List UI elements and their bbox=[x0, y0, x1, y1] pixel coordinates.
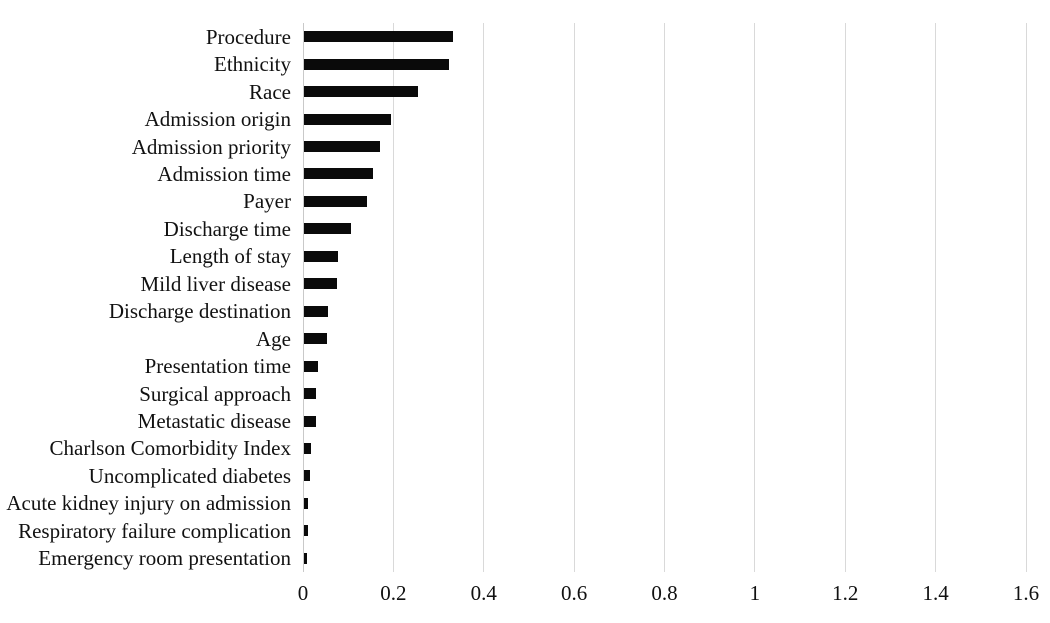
category-label: Payer bbox=[243, 189, 291, 214]
category-label: Length of stay bbox=[169, 244, 291, 269]
bar bbox=[304, 525, 308, 537]
bar bbox=[304, 31, 454, 43]
x-tick-label: 1.6 bbox=[1012, 581, 1040, 605]
category-axis-labels: Procedure Ethnicity Race Admission origin Ad… bbox=[0, 23, 291, 572]
category-label: Charlson Comorbidity Index bbox=[49, 436, 291, 461]
gridline bbox=[935, 23, 937, 572]
bar bbox=[304, 415, 316, 427]
plot-area bbox=[302, 23, 1027, 572]
x-tick-label: 0.4 bbox=[470, 581, 497, 605]
value-axis-line bbox=[302, 23, 304, 572]
bar bbox=[304, 86, 419, 98]
category-label: Admission time bbox=[157, 161, 291, 186]
gridline bbox=[1025, 23, 1027, 572]
category-label: Procedure bbox=[205, 24, 291, 49]
category-label: Uncomplicated diabetes bbox=[88, 463, 291, 488]
category-label: Admission priority bbox=[131, 134, 291, 159]
bar bbox=[304, 113, 392, 125]
x-tick-label: 0.2 bbox=[380, 581, 407, 605]
bar bbox=[304, 168, 373, 180]
bar bbox=[304, 195, 368, 207]
bar bbox=[304, 552, 307, 564]
category-label: Discharge destination bbox=[108, 299, 291, 324]
bar bbox=[304, 141, 380, 153]
x-tick-label: 0.8 bbox=[651, 581, 678, 605]
gridline bbox=[392, 23, 394, 572]
x-tick-label: 0 bbox=[297, 581, 309, 605]
bar bbox=[304, 470, 310, 482]
bar bbox=[304, 333, 328, 345]
gridline bbox=[664, 23, 665, 572]
category-label: Race bbox=[249, 79, 291, 104]
gridline bbox=[844, 23, 846, 572]
category-label: Ethnicity bbox=[214, 52, 291, 77]
x-axis-tick-labels: 0 0.2 0.4 0.6 0.8 1 1.2 1.4 1.6 bbox=[298, 580, 1039, 610]
category-label: Mild liver disease bbox=[140, 271, 291, 296]
category-label: Presentation time bbox=[144, 354, 291, 379]
bar bbox=[304, 305, 329, 317]
bar bbox=[304, 497, 308, 509]
category-label: Respiratory failure complication bbox=[18, 518, 291, 543]
category-label: Surgical approach bbox=[139, 381, 291, 406]
category-label: Emergency room presentation bbox=[38, 546, 291, 571]
bar bbox=[304, 388, 316, 400]
gridline bbox=[483, 23, 485, 572]
category-label: Metastatic disease bbox=[137, 409, 291, 434]
gridline bbox=[573, 23, 575, 572]
x-tick-label: 1.4 bbox=[922, 581, 949, 605]
gridline bbox=[754, 23, 756, 572]
category-label: Discharge time bbox=[163, 216, 291, 241]
bar bbox=[304, 58, 449, 70]
x-tick-label: 1 bbox=[749, 581, 761, 605]
bar bbox=[304, 360, 319, 372]
bar bbox=[304, 442, 311, 454]
category-label: Acute kidney injury on admission bbox=[6, 491, 291, 516]
x-tick-label: 0.6 bbox=[561, 581, 588, 605]
bar bbox=[304, 250, 339, 262]
category-label: Age bbox=[256, 326, 291, 351]
category-label: Admission origin bbox=[144, 107, 291, 132]
bar bbox=[304, 223, 352, 235]
bar bbox=[304, 278, 337, 290]
x-tick-label: 1.2 bbox=[832, 581, 859, 605]
